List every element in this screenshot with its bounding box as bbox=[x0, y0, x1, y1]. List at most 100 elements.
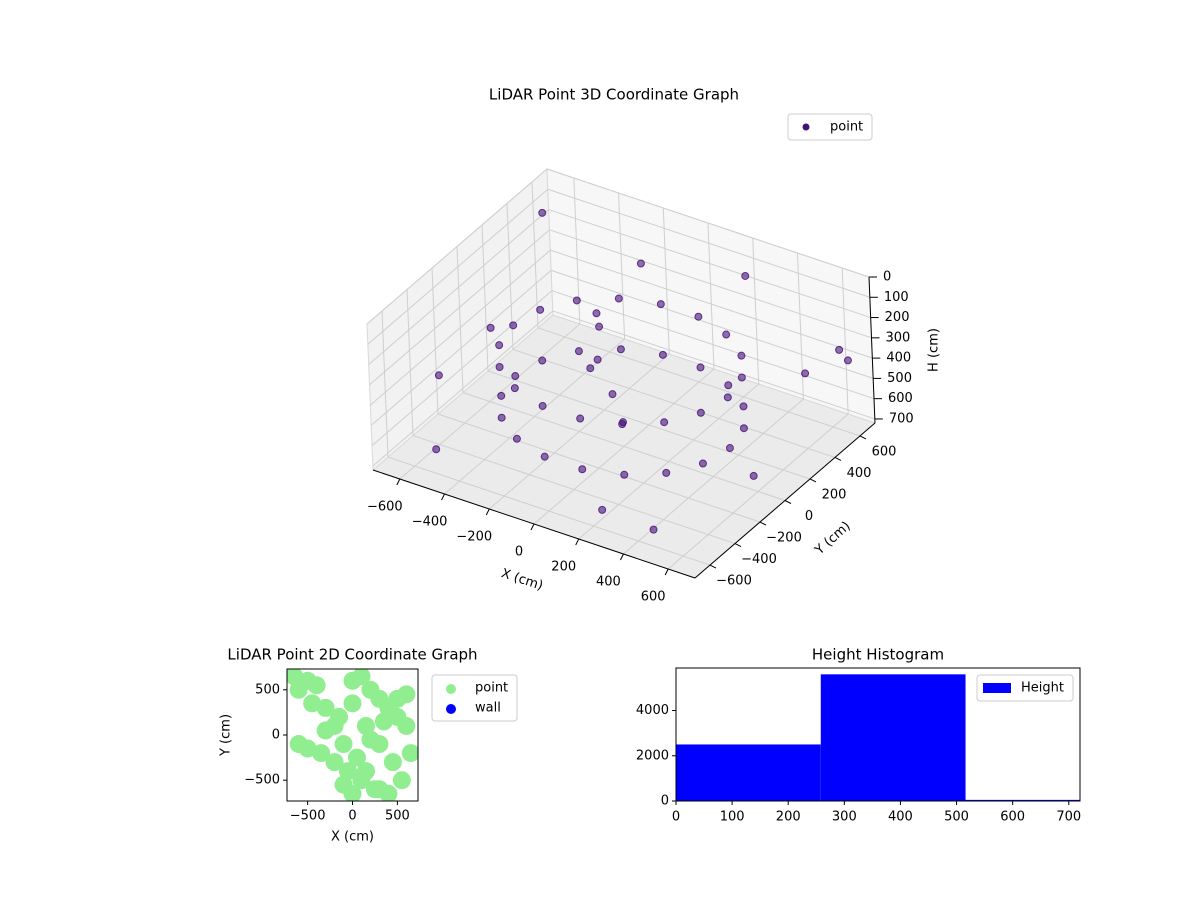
point bbox=[593, 355, 602, 364]
point bbox=[660, 418, 669, 427]
grid-line bbox=[462, 392, 786, 501]
grid-line bbox=[368, 209, 549, 365]
chart-title: Height Histogram bbox=[812, 646, 944, 664]
tick-mark bbox=[619, 553, 624, 561]
point bbox=[540, 452, 549, 461]
tick-mark bbox=[784, 500, 792, 504]
x-tick-label: −500 bbox=[290, 809, 326, 824]
x-tick-label: 0 bbox=[348, 809, 356, 824]
y-tick-label: −600 bbox=[716, 574, 752, 589]
point bbox=[397, 685, 416, 704]
point bbox=[739, 402, 748, 411]
x-tick-label: 600 bbox=[1000, 810, 1025, 825]
grid-line bbox=[367, 188, 549, 345]
point bbox=[619, 418, 627, 427]
x-tick-label: −400 bbox=[412, 515, 448, 530]
point bbox=[649, 525, 658, 534]
tick-mark bbox=[441, 493, 446, 501]
point bbox=[434, 371, 443, 380]
tick-mark bbox=[396, 478, 401, 486]
point bbox=[289, 735, 308, 754]
point bbox=[614, 294, 623, 303]
point bbox=[495, 362, 504, 371]
point bbox=[383, 753, 402, 772]
z-tick-label: 200 bbox=[885, 310, 910, 325]
grid-line bbox=[551, 269, 874, 379]
point bbox=[739, 424, 748, 433]
x-tick-label: 700 bbox=[1056, 810, 1081, 825]
grid-line bbox=[487, 370, 811, 480]
grid-line bbox=[512, 348, 836, 458]
x-tick-label: 100 bbox=[720, 810, 745, 825]
point bbox=[495, 341, 504, 350]
tick-mark bbox=[834, 456, 842, 461]
grid-line bbox=[372, 310, 554, 467]
tick-mark bbox=[859, 435, 867, 440]
legend-label: Height bbox=[1021, 681, 1064, 696]
point bbox=[574, 347, 583, 356]
grid-line bbox=[551, 290, 875, 400]
point bbox=[835, 345, 844, 354]
point bbox=[843, 356, 852, 365]
point bbox=[538, 401, 547, 410]
y-tick-label: 0 bbox=[805, 509, 813, 524]
x-tick-label: 400 bbox=[596, 575, 621, 590]
grid-line bbox=[366, 168, 548, 325]
z-tick-label: 700 bbox=[889, 411, 914, 426]
grid-line bbox=[549, 229, 872, 339]
x-tick-label: 300 bbox=[832, 810, 857, 825]
bar bbox=[676, 744, 821, 801]
point bbox=[536, 305, 545, 314]
point bbox=[724, 381, 733, 390]
point bbox=[694, 312, 703, 321]
point bbox=[658, 350, 667, 359]
grid-line bbox=[552, 310, 875, 420]
point bbox=[538, 356, 547, 365]
point bbox=[662, 468, 671, 477]
point bbox=[509, 321, 518, 330]
point bbox=[343, 694, 362, 713]
grid-line bbox=[547, 188, 870, 298]
tick-mark bbox=[809, 478, 817, 483]
point bbox=[316, 721, 335, 740]
grid-line bbox=[412, 435, 736, 545]
legend-marker bbox=[446, 684, 456, 694]
point bbox=[801, 369, 810, 378]
y-tick-label: 0 bbox=[661, 794, 669, 809]
point bbox=[620, 470, 629, 479]
point bbox=[616, 345, 625, 354]
bar bbox=[820, 674, 966, 801]
grid-line bbox=[371, 290, 553, 447]
point bbox=[696, 363, 705, 372]
x-tick-label: 0 bbox=[515, 545, 523, 560]
point bbox=[572, 296, 581, 305]
point bbox=[339, 762, 358, 781]
point bbox=[303, 694, 322, 713]
point bbox=[401, 744, 418, 763]
grid-line bbox=[369, 229, 550, 386]
z-tick-label: 100 bbox=[884, 290, 909, 305]
grid-line bbox=[537, 327, 861, 437]
point bbox=[608, 390, 617, 399]
point bbox=[737, 351, 746, 360]
point bbox=[497, 413, 506, 422]
point bbox=[325, 753, 344, 772]
x-tick-label: 200 bbox=[551, 560, 576, 575]
point bbox=[696, 408, 705, 417]
y-tick-label: 400 bbox=[847, 466, 872, 481]
plot-area bbox=[287, 669, 418, 801]
chart-title: LiDAR Point 3D Coordinate Graph bbox=[489, 86, 739, 104]
y-tick-label: 500 bbox=[255, 682, 280, 697]
point bbox=[636, 259, 645, 268]
plot-area bbox=[676, 674, 1080, 801]
legend-label: wall bbox=[475, 701, 501, 716]
y-tick-label: 4000 bbox=[636, 703, 669, 718]
point bbox=[397, 716, 416, 735]
x-tick-label: 500 bbox=[385, 809, 410, 824]
point bbox=[486, 323, 495, 332]
legend-swatch bbox=[983, 683, 1011, 693]
legend-box bbox=[976, 674, 1074, 702]
y-tick-label: 600 bbox=[872, 444, 897, 459]
point bbox=[370, 780, 389, 799]
point bbox=[656, 300, 665, 309]
